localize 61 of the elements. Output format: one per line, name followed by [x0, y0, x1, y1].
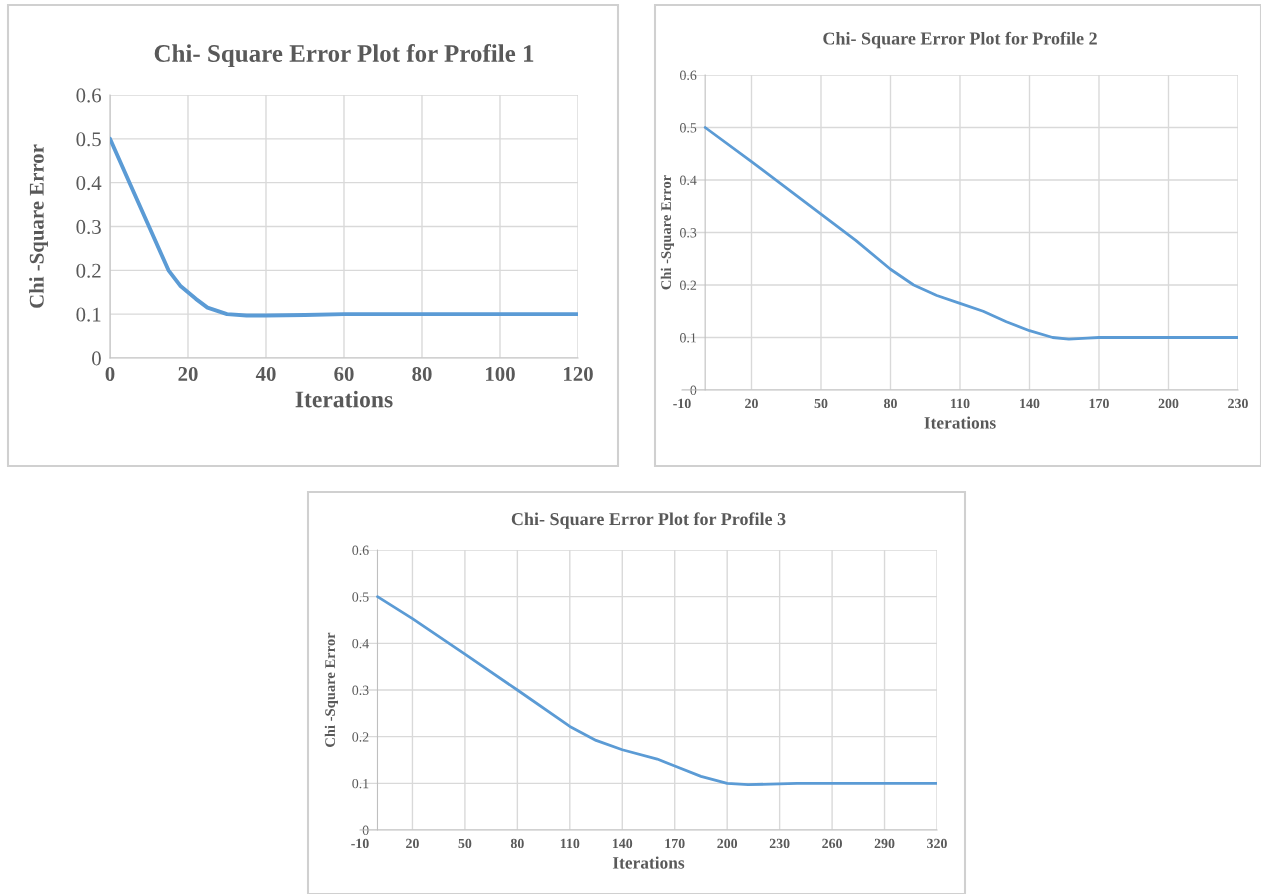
x-tick-label: 200 — [1158, 398, 1179, 409]
x-tick-label: 170 — [665, 838, 685, 849]
x-tick-label: 140 — [612, 838, 633, 849]
y-tick-label: 0.1 — [352, 778, 369, 789]
y-tick-label: 0.5 — [76, 132, 101, 147]
x-tick-label: 20 — [406, 838, 419, 849]
y-axis-title: Chi -Square Error — [660, 175, 674, 290]
x-tick-label: 80 — [510, 838, 524, 849]
chart-title: Chi- Square Error Plot for Profile 1 — [154, 44, 534, 67]
y-axis-title: Chi -Square Error — [29, 144, 48, 308]
x-tick-label: -10 — [673, 398, 691, 409]
y-tick-label: 0.2 — [76, 263, 101, 278]
x-tick-label: 100 — [486, 366, 515, 381]
chart-title: Chi- Square Error Plot for Profile 2 — [823, 31, 1097, 49]
y-tick-label: 0.1 — [680, 333, 696, 343]
y-tick-label: 0.4 — [76, 176, 102, 191]
y-tick-label: 0 — [92, 351, 101, 366]
y-tick-label: 0.6 — [352, 545, 369, 556]
x-axis-title: Iterations — [612, 856, 685, 869]
y-axis-title: Chi -Square Error — [324, 632, 338, 747]
x-tick-label: 50 — [814, 398, 828, 409]
y-tick-label: 0.3 — [680, 228, 697, 238]
y-tick-label: 0.1 — [76, 307, 101, 322]
x-tick-label: 290 — [874, 838, 895, 849]
y-tick-label: 0.5 — [680, 123, 697, 133]
x-tick-label: 110 — [560, 838, 580, 849]
y-tick-label: 0 — [690, 385, 697, 395]
x-tick-label: 80 — [884, 398, 897, 409]
x-tick-label: 0 — [105, 366, 115, 381]
x-tick-label: 320 — [927, 838, 947, 849]
line-series — [110, 136, 578, 318]
x-tick-label: 20 — [745, 398, 758, 409]
x-tick-label: 170 — [1089, 398, 1109, 409]
x-tick-label: 200 — [717, 838, 738, 849]
x-tick-label: 230 — [769, 838, 790, 849]
x-tick-label: 110 — [951, 398, 970, 409]
x-tick-label: 120 — [564, 366, 593, 381]
y-tick-label: 0.6 — [76, 88, 102, 103]
y-tick-label: 0.4 — [352, 638, 369, 649]
x-tick-label: 140 — [1020, 398, 1040, 409]
x-axis-title: Iterations — [295, 390, 393, 408]
y-tick-label: 0 — [362, 825, 369, 835]
x-tick-label: -10 — [351, 838, 369, 849]
line-series — [376, 595, 937, 787]
x-tick-label: 40 — [255, 366, 276, 381]
x-tick-label: 230 — [1228, 398, 1248, 409]
x-tick-label: 60 — [334, 366, 354, 381]
x-axis-title: Iterations — [924, 416, 996, 429]
y-tick-label: 0.2 — [680, 280, 697, 291]
x-tick-label: 260 — [822, 838, 842, 849]
y-tick-label: 0.3 — [352, 685, 369, 696]
x-tick-label: 20 — [178, 366, 198, 381]
chart-title: Chi- Square Error Plot for Profile 3 — [511, 512, 786, 529]
y-tick-label: 0.6 — [680, 70, 697, 81]
x-tick-label: 50 — [458, 838, 472, 849]
y-tick-label: 0.2 — [352, 732, 369, 742]
y-tick-label: 0.3 — [76, 219, 101, 235]
y-tick-label: 0.5 — [352, 592, 369, 602]
y-tick-label: 0.4 — [680, 175, 697, 186]
line-series — [703, 126, 1238, 341]
x-tick-label: 80 — [412, 366, 432, 381]
